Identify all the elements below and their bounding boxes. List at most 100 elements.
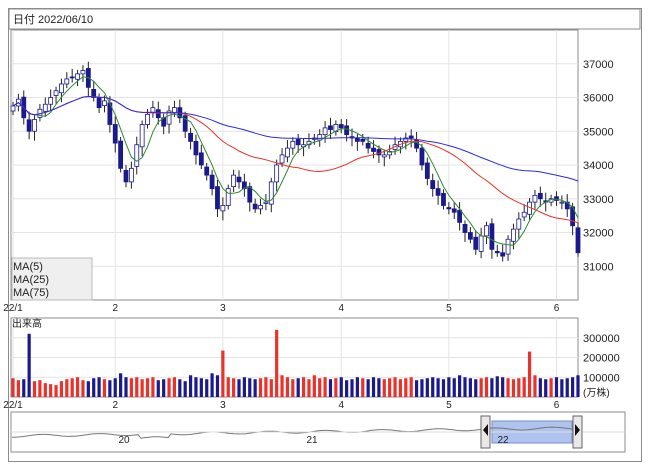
price-tick-label: 32000 xyxy=(583,228,614,240)
volume-bar xyxy=(361,378,365,397)
candle-body xyxy=(430,180,436,190)
volume-bar xyxy=(323,377,327,397)
candle-body xyxy=(188,132,193,142)
candle-body xyxy=(263,201,269,204)
volume-bar xyxy=(145,378,150,397)
volume-bar xyxy=(560,379,564,397)
volume-bar xyxy=(11,378,15,397)
volume-bar xyxy=(479,378,483,397)
volume-bar xyxy=(527,351,532,397)
volume-bar xyxy=(38,380,42,397)
volume-bar xyxy=(414,380,419,397)
volume-bar xyxy=(458,375,462,397)
price-tick-label: 34000 xyxy=(583,160,614,172)
volume-bar xyxy=(59,381,64,397)
volume-bar xyxy=(377,378,381,397)
volume-x-tick-label: 3 xyxy=(220,400,226,411)
volume-bar xyxy=(436,378,440,397)
candle-body xyxy=(198,152,204,166)
candle-body xyxy=(10,105,16,112)
candle-body xyxy=(322,127,328,136)
volume-bar xyxy=(92,378,96,397)
candle-body xyxy=(279,154,285,164)
ma-line-75 xyxy=(12,95,579,182)
volume-bar xyxy=(178,379,182,397)
volume-bar xyxy=(237,379,241,397)
volume-x-tick-label: 22/1 xyxy=(3,400,23,411)
candle-body xyxy=(225,188,231,206)
volume-bar xyxy=(140,379,144,397)
price-x-tick-label: 3 xyxy=(220,303,226,314)
volume-bar xyxy=(43,383,47,397)
candle-body xyxy=(42,103,48,112)
candle-body xyxy=(236,176,242,183)
candle-body xyxy=(441,192,446,206)
candle-body xyxy=(48,97,54,105)
volume-bar xyxy=(501,377,505,397)
volume-bar xyxy=(22,379,26,397)
candle-body xyxy=(467,232,473,240)
volume-bar xyxy=(307,379,311,397)
chevron-left-icon[interactable] xyxy=(483,424,488,436)
price-x-tick-label: 6 xyxy=(554,303,560,314)
candle-body xyxy=(484,225,489,237)
price-x-tick-label: 5 xyxy=(446,303,452,314)
candle-body xyxy=(53,90,59,96)
volume-bar xyxy=(49,384,53,397)
volume-bar xyxy=(565,378,569,397)
volume-bar xyxy=(119,373,123,397)
candle-body xyxy=(64,78,70,85)
candle-body xyxy=(500,252,506,257)
volume-bar xyxy=(425,378,429,397)
volume-bar xyxy=(183,381,187,397)
volume-bar xyxy=(393,377,397,397)
candle-body xyxy=(354,137,360,142)
candle-body xyxy=(128,167,134,183)
volume-bar xyxy=(291,379,295,397)
volume-bar xyxy=(328,379,333,397)
candle-body xyxy=(145,113,150,125)
price-x-tick-label: 22/1 xyxy=(3,303,23,314)
volume-bar xyxy=(129,378,133,397)
candle-body xyxy=(182,115,188,132)
candle-body xyxy=(554,196,559,201)
volume-bar xyxy=(258,378,263,397)
volume-bar xyxy=(511,379,516,397)
candle-body xyxy=(381,154,387,158)
candle-body xyxy=(446,207,452,210)
volume-bar xyxy=(242,377,246,397)
candle-body xyxy=(252,203,258,210)
price-x-tick-label: 4 xyxy=(338,303,344,314)
volume-x-tick-label: 2 xyxy=(112,400,118,411)
volume-bar xyxy=(97,377,101,397)
volume-bar xyxy=(124,377,128,397)
volume-bar xyxy=(210,373,214,397)
candle-body xyxy=(247,186,253,203)
volume-bar xyxy=(490,378,494,397)
volume-bar xyxy=(172,377,177,397)
volume-bar xyxy=(576,375,580,397)
candle-body xyxy=(408,135,414,139)
volume-bar xyxy=(16,380,20,397)
price-tick-label: 31000 xyxy=(583,261,614,273)
candle-body xyxy=(268,181,274,205)
volume-bar xyxy=(151,377,155,397)
volume-bar xyxy=(65,379,69,397)
volume-bar xyxy=(75,377,80,397)
candle-body xyxy=(478,235,484,252)
price-x-tick-label: 2 xyxy=(112,303,118,314)
volume-x-tick-label: 6 xyxy=(554,400,560,411)
volume-bar xyxy=(538,378,542,397)
candle-body xyxy=(516,218,522,230)
volume-bar xyxy=(27,333,31,397)
candle-body xyxy=(424,162,430,179)
chevron-right-icon[interactable] xyxy=(575,424,580,436)
candle-body xyxy=(511,228,516,242)
volume-bar xyxy=(404,378,408,397)
volume-bar xyxy=(371,377,376,397)
candle-body xyxy=(123,169,129,183)
candle-body xyxy=(26,119,32,132)
volume-tick-label: 200000 xyxy=(583,353,620,365)
candle-body xyxy=(559,201,565,204)
volume-bar xyxy=(162,379,166,397)
